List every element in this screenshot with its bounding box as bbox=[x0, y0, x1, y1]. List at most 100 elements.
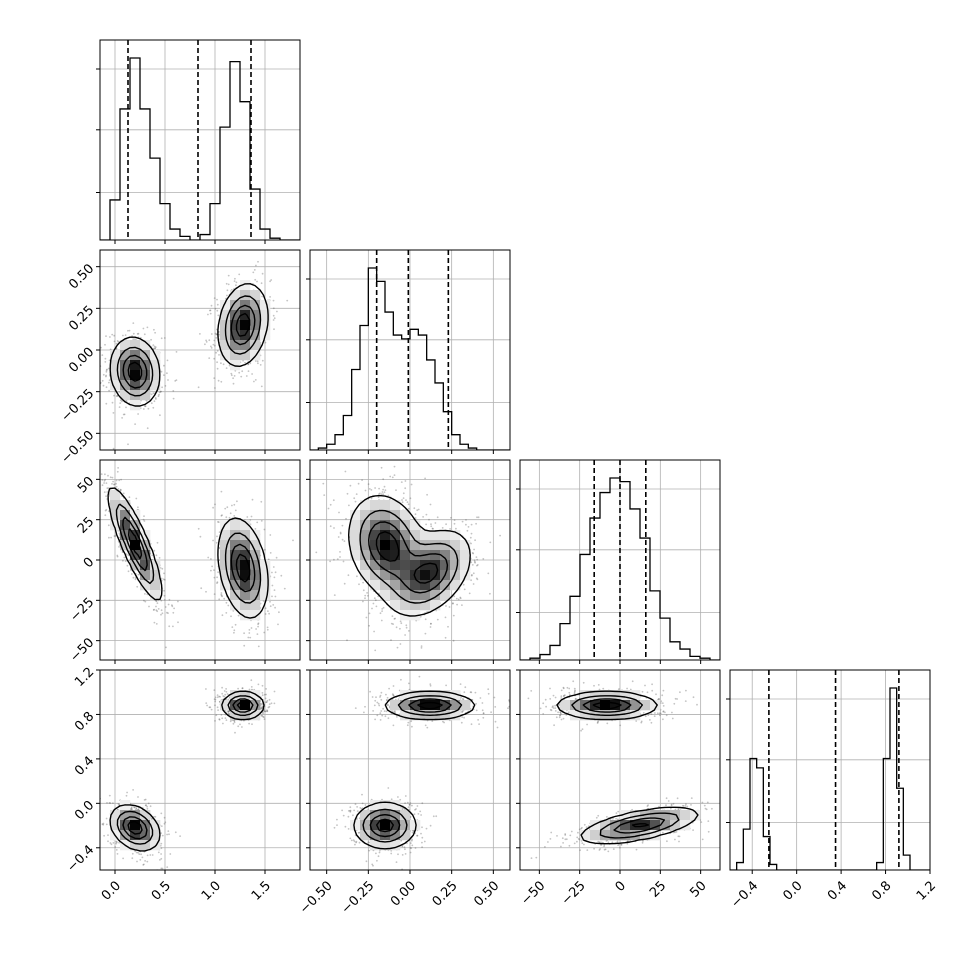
scatter-point bbox=[257, 645, 260, 648]
scatter-point bbox=[399, 643, 402, 645]
scatter-point bbox=[98, 813, 100, 815]
scatter-point bbox=[407, 503, 410, 506]
scatter-point bbox=[115, 849, 118, 851]
scatter-point bbox=[424, 477, 426, 480]
scatter-point bbox=[159, 414, 161, 417]
scatter-point bbox=[225, 367, 228, 369]
scatter-point bbox=[463, 588, 466, 591]
scatter-point bbox=[150, 393, 153, 396]
scatter-point bbox=[163, 822, 166, 825]
scatter-point bbox=[410, 483, 413, 486]
scatter-point bbox=[154, 397, 157, 399]
density-cell bbox=[360, 500, 371, 511]
scatter-point bbox=[269, 600, 271, 603]
scatter-point bbox=[271, 595, 273, 598]
scatter-point bbox=[104, 361, 107, 363]
scatter-point bbox=[115, 342, 118, 345]
scatter-point bbox=[152, 609, 155, 611]
scatter-point bbox=[177, 600, 179, 603]
scatter-point bbox=[472, 572, 475, 575]
density-cell bbox=[220, 310, 231, 321]
scatter-point bbox=[160, 370, 163, 373]
scatter-point bbox=[150, 817, 153, 820]
density-cell bbox=[370, 560, 381, 571]
scatter-point bbox=[367, 594, 369, 597]
scatter-point bbox=[156, 610, 159, 613]
density-cell bbox=[220, 540, 231, 551]
scatter-point bbox=[469, 536, 472, 539]
scatter-point bbox=[164, 606, 167, 608]
density-cell bbox=[420, 590, 431, 601]
scatter-point bbox=[396, 646, 399, 649]
scatter-point bbox=[283, 587, 286, 590]
density-cell bbox=[410, 540, 421, 551]
scatter-point bbox=[216, 303, 219, 306]
scatter-point bbox=[213, 297, 216, 299]
density-cell bbox=[240, 290, 251, 301]
scatter-point bbox=[414, 517, 417, 519]
scatter-point bbox=[256, 280, 258, 283]
scatter-point bbox=[160, 842, 163, 845]
scatter-point bbox=[286, 299, 289, 302]
scatter-point bbox=[261, 359, 264, 362]
density-cell bbox=[450, 550, 461, 561]
scatter-point bbox=[134, 578, 137, 581]
scatter-point bbox=[208, 357, 211, 359]
scatter-point bbox=[113, 483, 116, 486]
scatter-point bbox=[127, 570, 130, 573]
scatter-point bbox=[121, 400, 123, 403]
density-cell bbox=[250, 350, 261, 361]
scatter-point bbox=[425, 523, 427, 526]
scatter-point bbox=[362, 589, 365, 592]
scatter-point bbox=[255, 628, 257, 630]
scatter-point bbox=[354, 500, 357, 503]
scatter-point bbox=[262, 600, 265, 602]
scatter-point bbox=[154, 815, 157, 818]
scatter-point bbox=[204, 343, 206, 346]
scatter-point bbox=[130, 807, 133, 810]
histogram-content bbox=[730, 670, 930, 870]
scatter-point bbox=[264, 341, 267, 344]
scatter-point bbox=[366, 592, 368, 594]
density-cell bbox=[410, 600, 421, 611]
density-cell bbox=[380, 540, 391, 551]
density-cell bbox=[240, 590, 251, 601]
density-cell bbox=[230, 560, 241, 571]
scatter-point bbox=[391, 615, 394, 617]
density-cell bbox=[450, 570, 461, 581]
scatter-point bbox=[234, 509, 237, 512]
scatter-point bbox=[155, 554, 158, 557]
scatter-point bbox=[163, 589, 166, 592]
density-cell bbox=[360, 530, 371, 541]
density-cell bbox=[130, 380, 141, 391]
scatter-point bbox=[471, 564, 474, 566]
scatter-point bbox=[107, 487, 110, 489]
scatter-point bbox=[257, 362, 259, 365]
scatter-point bbox=[273, 589, 276, 591]
scatter-point bbox=[146, 854, 149, 857]
scatter-point bbox=[216, 367, 219, 370]
scatter-point bbox=[116, 395, 119, 397]
scatter-point bbox=[108, 389, 110, 392]
scatter-point bbox=[344, 470, 347, 473]
scatter-point bbox=[254, 278, 257, 281]
scatter-point bbox=[327, 507, 330, 510]
scatter-point bbox=[132, 332, 135, 335]
scatter-point bbox=[223, 597, 226, 600]
joint-panel-2-0 bbox=[96, 459, 301, 664]
scatter-point bbox=[119, 402, 122, 404]
scatter-point bbox=[417, 508, 420, 511]
histogram-step-line bbox=[100, 57, 300, 240]
scatter-point bbox=[207, 313, 209, 316]
density-cell bbox=[380, 500, 391, 511]
scatter-point bbox=[395, 626, 398, 629]
scatter-point bbox=[405, 626, 408, 629]
scatter-point bbox=[383, 485, 386, 488]
scatter-point bbox=[499, 534, 501, 537]
scatter-point bbox=[112, 483, 115, 486]
scatter-point bbox=[237, 614, 240, 617]
scatter-point bbox=[323, 494, 326, 496]
scatter-point bbox=[105, 335, 107, 337]
scatter-point bbox=[272, 314, 275, 317]
scatter-point bbox=[222, 363, 225, 366]
